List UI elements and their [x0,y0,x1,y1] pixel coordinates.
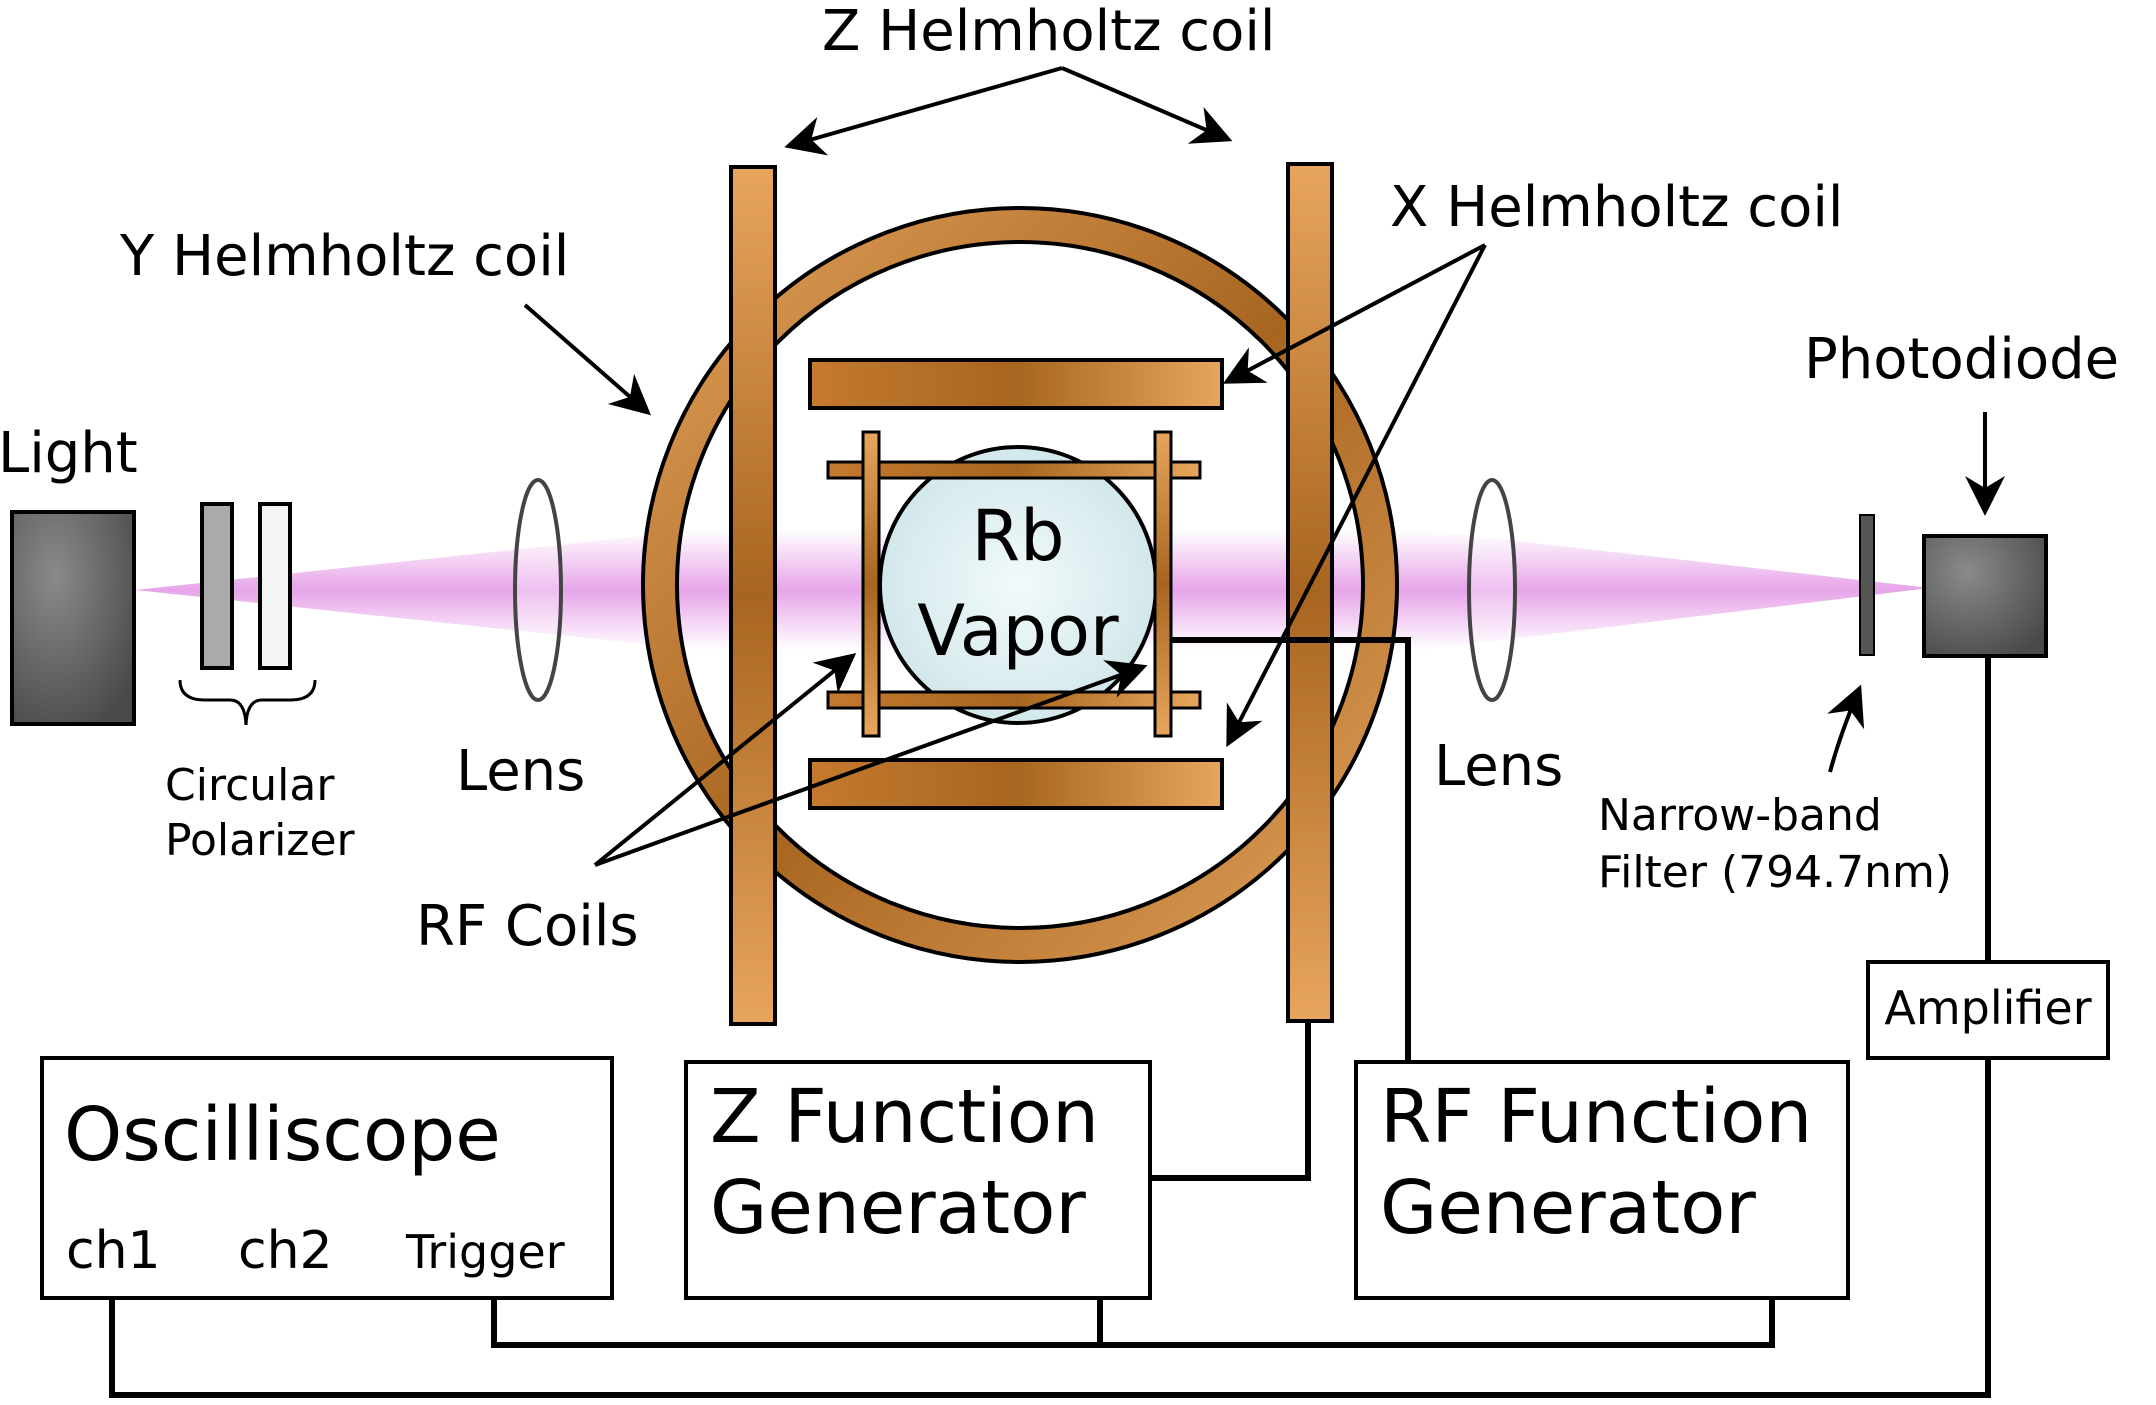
oscilloscope-ch2: ch2 [238,1221,333,1281]
annotation-arrows [523,66,2005,867]
photodiode [1922,534,2048,658]
rf-coil-right [1153,430,1173,738]
z-coil-label: Z Helmholtz coil [822,0,1275,64]
z-generator-to-z-coil-wire [1150,1022,1311,1181]
rf-generator-line1: RF Function [1380,1074,1812,1160]
vapor-label: Vapor [917,590,1119,672]
oscilloscope-box [40,1056,614,1300]
y-coil-inner-edge [675,240,1365,930]
y-coil-outer-edge [641,206,1399,964]
filter-label-1: Narrow-band [1598,790,1882,841]
z-generator-line2: Generator [710,1165,1086,1251]
oscilloscope-trigger: Trigger [405,1225,565,1279]
lens-right [1467,478,1517,702]
x-coil-arrow-bottom [1226,244,1487,748]
x-coil-label: X Helmholtz coil [1390,175,1843,240]
rf-generator-line2: Generator [1380,1165,1756,1251]
rb-label: Rb [971,495,1064,577]
z-coil-arrow-right [1061,66,1233,144]
filter-arrow [1827,684,1865,773]
polarizer-plate-2 [258,502,292,670]
rf-coil-left [861,430,881,738]
y-coil-label: Y Helmholtz coil [119,224,569,289]
z-coil-arrow-left [784,66,1063,156]
lens-right-label: Lens [1434,734,1563,799]
light-label: Light [0,421,138,486]
trigger-bus-wire [491,1298,1775,1348]
rf-coil-arrow-left [593,652,857,867]
amplifier-label: Amplifier [1884,981,2091,1035]
rb-vapor-cell [878,445,1158,725]
wiring [109,637,1991,1398]
rf-coil-bottom [826,690,1202,710]
oscilloscope-title: Oscilliscope [64,1092,501,1178]
light-source [10,510,136,726]
polarizer-label-1: Circular [165,760,335,811]
z-coil-left [729,165,777,1026]
photodiode-label: Photodiode [1804,327,2119,392]
z-generator-line1: Z Function [710,1074,1099,1160]
rf-coil-top [826,460,1202,480]
narrow-band-filter [1859,514,1875,656]
x-coil-top [808,358,1224,410]
rf-function-generator-box [1354,1060,1850,1300]
z-coil-right [1286,162,1334,1023]
lens-left-label: Lens [456,739,585,804]
rf-coils-label: RF Coils [416,894,639,959]
x-coil-bottom [808,758,1224,810]
rf-coil-arrow-right [594,660,1148,867]
lens-left [513,478,563,702]
x-coil-arrow-top [1222,243,1486,384]
amplifier-box [1866,960,2110,1060]
oscilloscope-ch1: ch1 [66,1221,161,1281]
polarizer-brace [178,679,317,726]
filter-label-2: Filter (794.7nm) [1598,847,1952,898]
z-function-generator-box [684,1060,1152,1300]
amplifier-to-ch1-wire [109,1058,1991,1398]
polarizer-plate-1 [200,502,234,670]
rf-generator-to-rf-coil-wire [1171,637,1411,1062]
y-helmholtz-coil [643,208,1397,962]
polarizer-label-2: Polarizer [165,815,356,866]
y-coil-arrow [523,303,652,416]
